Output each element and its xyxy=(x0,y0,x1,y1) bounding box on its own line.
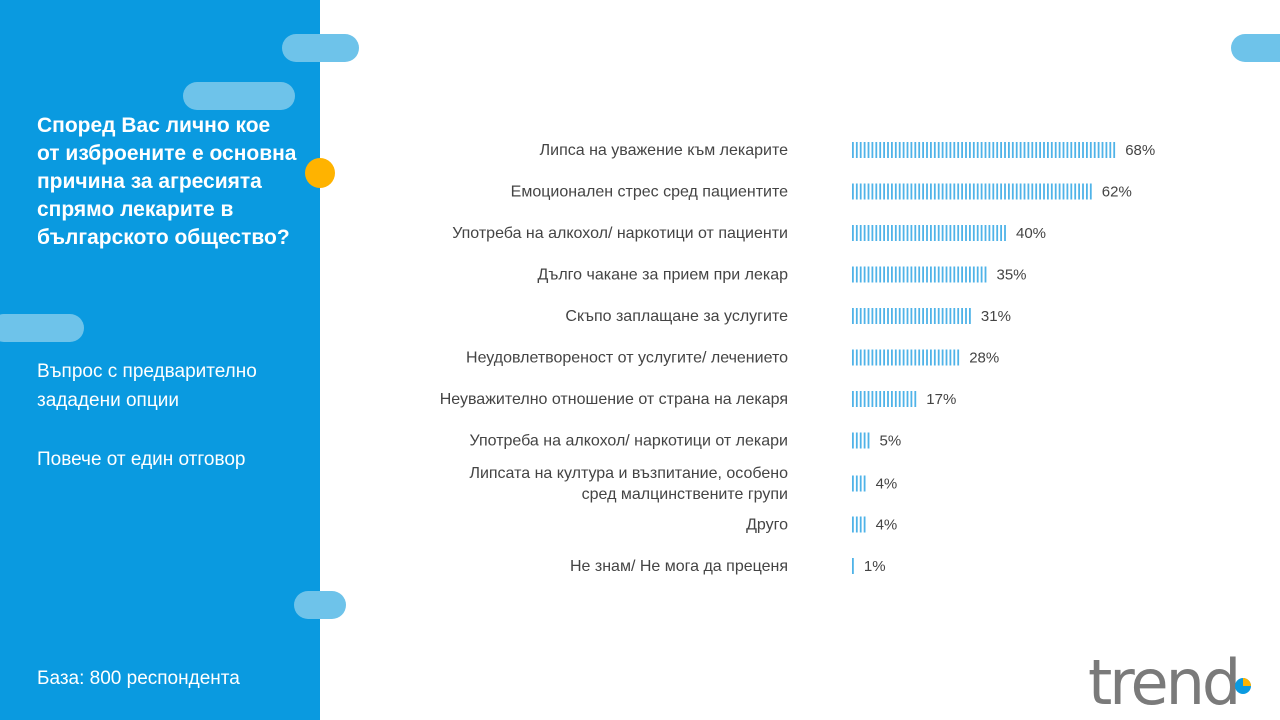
category-label: Скъпо заплащане за услугите xyxy=(565,308,788,325)
trend-logo: trend xyxy=(1088,646,1251,712)
value-label: 5% xyxy=(880,433,902,450)
value-label: 68% xyxy=(1125,142,1155,159)
value-label: 1% xyxy=(864,558,886,575)
category-label: Дълго чакане за прием при лекар xyxy=(537,267,788,284)
decor-pill xyxy=(183,82,295,110)
category-label: Друго xyxy=(746,517,788,534)
bar xyxy=(852,432,870,449)
bar xyxy=(852,391,917,407)
value-label: 4% xyxy=(876,476,898,493)
question-type-note: Въпрос с предварително зададени опции xyxy=(37,361,257,411)
multiple-answers-note: Повече от един отговор xyxy=(37,449,246,470)
bar xyxy=(852,225,1006,241)
category-label: Липсата на култура и възпитание, особено… xyxy=(469,465,788,503)
value-label: 62% xyxy=(1102,184,1132,201)
bar xyxy=(852,558,854,574)
value-label: 4% xyxy=(876,517,898,534)
category-label: Липса на уважение към лекарите xyxy=(540,142,788,159)
category-label: Употреба на алкохол/ наркотици от пациен… xyxy=(452,225,788,242)
left-panel: Според Вас лично кое от изброените е осн… xyxy=(0,0,320,720)
value-label: 31% xyxy=(981,308,1011,325)
bar xyxy=(852,183,1092,200)
accent-dot xyxy=(305,158,335,188)
value-label: 28% xyxy=(969,350,999,367)
bar xyxy=(852,142,1116,158)
bar xyxy=(852,266,987,283)
category-label: Употреба на алкохол/ наркотици от лекари xyxy=(470,433,788,450)
category-label: Емоционален стрес сред пациентите xyxy=(511,184,788,201)
decor-pill xyxy=(282,34,359,62)
bar xyxy=(852,308,971,324)
question-title: Според Вас лично кое от изброените е осн… xyxy=(37,114,297,249)
category-label: Неудовлетвореност от услугите/ лечението xyxy=(466,350,788,367)
bar xyxy=(852,475,866,492)
base-respondents: База: 800 респондента xyxy=(37,668,240,689)
value-label: 17% xyxy=(926,391,956,408)
logo-wordmark: trend xyxy=(1088,646,1238,712)
decor-pill xyxy=(0,314,84,342)
bar xyxy=(852,516,866,533)
category-label: Неуважително отношение от страна на лека… xyxy=(440,391,788,408)
logo-pie-icon xyxy=(1235,678,1251,694)
bar-chart: Липса на уважение към лекарите 68% Емоцион… xyxy=(440,142,1155,575)
decor-pill xyxy=(1231,34,1280,62)
value-label: 40% xyxy=(1016,225,1046,242)
decor-pill xyxy=(294,591,346,619)
bar xyxy=(852,349,960,366)
value-label: 35% xyxy=(997,267,1027,284)
category-label: Не знам/ Не мога да преценя xyxy=(570,558,788,575)
